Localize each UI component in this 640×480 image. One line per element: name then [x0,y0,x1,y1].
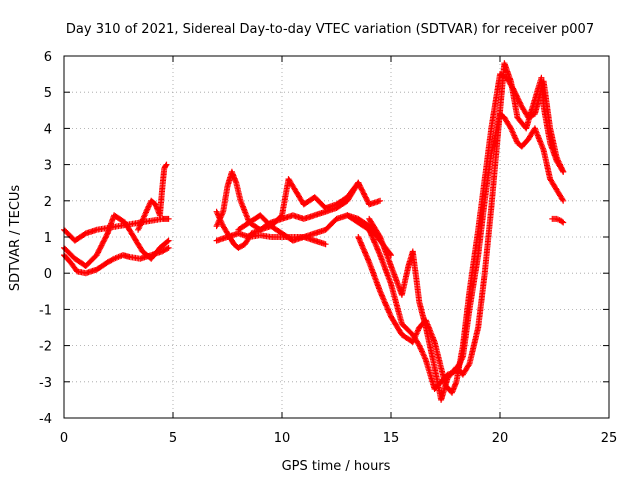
data-point-markers [549,215,567,226]
series-s11 [366,60,567,403]
axis-ticks: 0 5 10 15 20 25 -4 -3 -2 -1 0 1 2 3 4 5 6 [39,50,617,446]
y-tick-label: 3 [44,159,52,174]
y-tick-label: -2 [39,340,52,355]
series-s12 [549,215,567,226]
x-tick-label: 20 [492,431,509,446]
data-point-markers [344,110,567,392]
series-s8 [235,212,329,248]
x-axis-label: GPS time / hours [282,459,391,474]
data-point-markers [61,215,172,244]
x-tick-label: 0 [60,431,68,446]
x-tick-label: 10 [274,431,291,446]
data-points [61,60,567,403]
series-s10 [355,71,567,396]
y-tick-label: 1 [44,231,52,246]
data-point-markers [235,212,329,248]
series-s1 [61,215,172,244]
y-tick-label: 6 [44,50,52,65]
x-tick-label: 5 [169,431,177,446]
chart-title: Day 310 of 2021, Sidereal Day-to-day VTE… [66,22,594,37]
x-tick-label: 15 [383,431,400,446]
x-tick-label: 25 [601,431,618,446]
data-point-markers [135,161,170,233]
data-point-markers [213,179,362,251]
data-point-markers [355,71,567,396]
series-s4 [135,161,170,233]
y-tick-label: 2 [44,195,52,210]
y-tick-label: -4 [39,412,52,427]
y-axis-label: SDTVAR / TECUs [8,185,23,292]
y-tick-label: -3 [39,376,52,391]
series-s9 [344,110,567,392]
y-tick-label: 0 [44,267,52,282]
y-tick-label: 5 [44,86,52,101]
y-tick-label: -1 [39,303,52,318]
series-s6 [213,179,362,251]
y-tick-label: 4 [44,122,52,137]
data-point-markers [366,60,567,403]
